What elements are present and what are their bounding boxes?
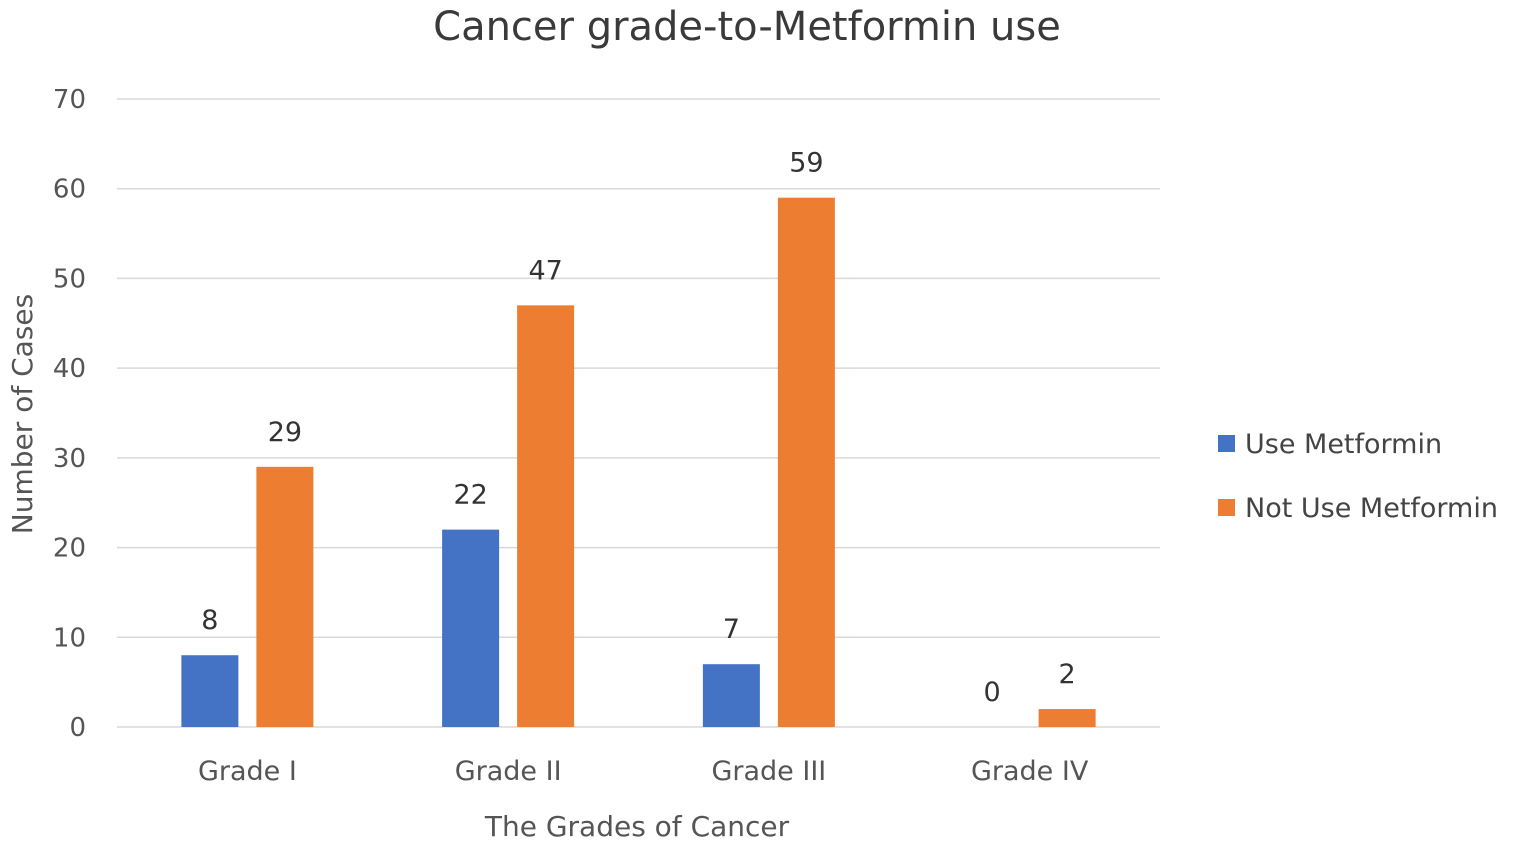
bar [517,305,575,727]
data-label: 0 [984,677,1001,708]
data-label: 8 [201,605,218,636]
x-axis-title: The Grades of Cancer [484,810,790,843]
y-tick-label: 40 [53,354,86,384]
data-label: 22 [453,480,487,511]
y-tick-label: 10 [53,623,86,653]
bar [181,655,239,727]
data-label: 7 [723,614,740,645]
x-axis-ticks: Grade I Grade II Grade III Grade IV [198,756,1089,787]
chart-title: Cancer grade-to-Metformin use [433,4,1061,50]
y-tick-label: 50 [53,264,86,294]
legend-label: Use Metformin [1245,429,1442,460]
data-label: 59 [789,148,823,179]
y-tick-label: 60 [53,175,86,205]
legend-swatch [1218,499,1235,516]
bar [702,664,760,727]
x-tick-label: Grade III [711,756,826,787]
data-label: 2 [1059,659,1076,690]
bar [256,466,314,727]
y-axis-title: Number of Cases [6,294,39,534]
bar [777,197,835,727]
x-tick-label: Grade IV [971,756,1089,787]
legend-swatch [1218,435,1235,452]
y-tick-label: 70 [53,85,86,115]
x-tick-label: Grade I [198,756,297,787]
bar [1038,709,1096,727]
data-label: 47 [528,255,562,286]
x-tick-label: Grade II [455,756,562,787]
legend: Use Metformin Not Use Metformin [1218,429,1498,524]
legend-label: Not Use Metformin [1245,493,1498,524]
y-tick-label: 0 [69,713,86,743]
data-labels: 8 29 22 47 7 59 0 2 [201,148,1075,708]
y-tick-label: 20 [53,534,86,564]
data-label: 29 [268,417,302,448]
y-axis-ticks: 0 10 20 30 40 50 60 70 [53,85,86,743]
bar [442,529,500,727]
bars [181,197,1096,727]
y-tick-label: 30 [53,444,86,474]
